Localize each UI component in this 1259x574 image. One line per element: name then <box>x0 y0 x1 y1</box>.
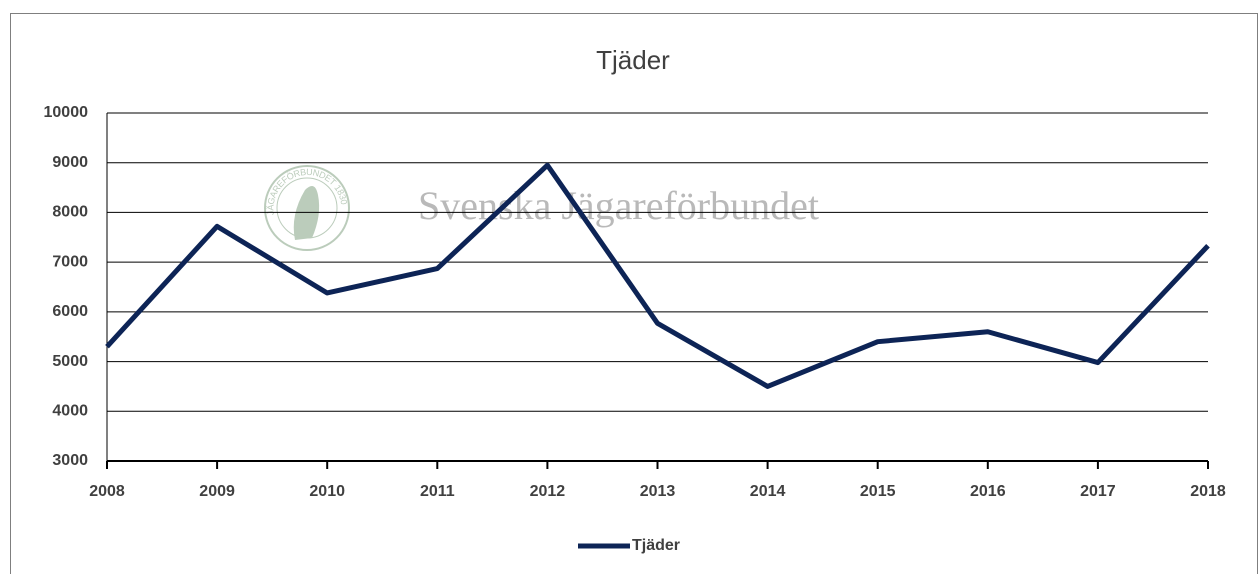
x-tick-label: 2017 <box>1080 483 1116 500</box>
logo-inner <box>276 177 338 239</box>
chart-frame <box>10 13 1258 574</box>
x-tick-label: 2009 <box>199 483 235 500</box>
x-tick-label: 2013 <box>640 483 676 500</box>
x-tick-label: 2010 <box>309 483 345 500</box>
x-tick-label: 2018 <box>1190 483 1226 500</box>
series-line <box>105 162 1210 389</box>
watermark-text: Svenska Jägareförbundet <box>418 183 819 228</box>
y-tick-label: 5000 <box>52 353 88 370</box>
legend-label: Tjäder <box>632 537 680 554</box>
x-tick-label: 2011 <box>420 483 455 500</box>
watermark: JÄGAREFÖRBUNDET 1830 Svenska Jägareförbu… <box>264 165 819 251</box>
logo-ring <box>264 165 350 251</box>
y-tick-label: 7000 <box>52 253 88 270</box>
logo-bird <box>293 186 320 240</box>
chart-title: Tjäder <box>596 45 670 75</box>
y-tick-label: 6000 <box>52 303 88 320</box>
y-tick-label: 4000 <box>52 403 88 420</box>
y-tick-label: 9000 <box>52 154 88 171</box>
y-tick-label: 8000 <box>52 204 88 221</box>
y-tick-label: 3000 <box>52 452 88 469</box>
x-tick-label: 2008 <box>89 483 125 500</box>
x-tick-label: 2012 <box>530 483 566 500</box>
x-tick-label: 2015 <box>860 483 896 500</box>
x-tick-label: 2016 <box>970 483 1006 500</box>
y-tick-label: 10000 <box>44 104 89 121</box>
x-tick-label: 2014 <box>750 483 786 500</box>
